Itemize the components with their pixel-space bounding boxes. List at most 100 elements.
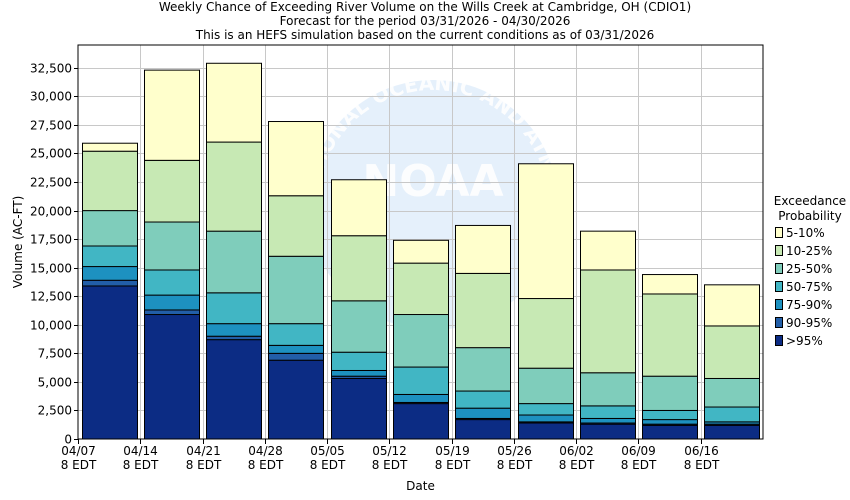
legend-label: >95%: [786, 334, 823, 348]
x-tick-label-time: 8 EDT: [621, 458, 657, 472]
legend-swatch: [775, 245, 783, 256]
y-tick-label: 25,000: [30, 147, 72, 161]
x-tick-label-date: 05/05: [310, 444, 345, 458]
bar-segment: [704, 424, 760, 440]
bar-segment: [580, 230, 636, 271]
bar-segment: [268, 344, 324, 354]
legend-title-line-1: Exceedance: [774, 194, 846, 208]
legend-label: 90-95%: [786, 316, 832, 330]
x-tick-label-time: 8 EDT: [559, 458, 595, 472]
bar-segment: [580, 372, 636, 407]
y-tick-label: 7,500: [38, 347, 72, 361]
bar-segment: [455, 272, 511, 349]
bar-segment: [82, 210, 138, 247]
bar-segment: [268, 352, 324, 361]
bar-segment: [268, 323, 324, 346]
bar-segment: [704, 325, 760, 379]
bar-segment: [455, 419, 511, 440]
bar-segment: [144, 314, 200, 440]
bar-segment: [268, 359, 324, 440]
legend-swatch: [775, 281, 783, 292]
bar-segment: [518, 403, 574, 416]
bar-segment: [331, 235, 387, 302]
bar-segment: [144, 269, 200, 296]
bar-segment: [642, 375, 698, 411]
y-tick-label: 20,000: [30, 205, 72, 219]
x-tick-label-time: 8 EDT: [248, 458, 284, 472]
x-tick-label-time: 8 EDT: [310, 458, 346, 472]
legend-swatch: [775, 263, 783, 274]
bar-segment: [580, 417, 636, 424]
bar-segment: [393, 239, 449, 264]
bar-segment: [82, 279, 138, 287]
legend-label: 25-50%: [786, 262, 832, 276]
x-tick-label-date: 06/16: [684, 444, 719, 458]
y-tick-label: 5,000: [38, 376, 72, 390]
bar-segment: [82, 285, 138, 440]
legend-label: 50-75%: [786, 280, 832, 294]
x-tick-label-date: 04/07: [61, 444, 96, 458]
y-tick-label: 30,000: [30, 90, 72, 104]
legend-swatch: [775, 299, 783, 310]
bar-segment: [393, 314, 449, 368]
x-tick-label-date: 04/21: [186, 444, 221, 458]
bar-segment: [455, 224, 511, 274]
bar-segment: [144, 309, 200, 316]
bar-segment: [206, 323, 262, 337]
bar-segment: [642, 274, 698, 295]
bar-segment: [268, 121, 324, 197]
y-tick-label: 27,500: [30, 119, 72, 133]
y-tick-label: 10,000: [30, 319, 72, 333]
legend-swatch: [775, 317, 783, 328]
x-axis-title: Date: [406, 479, 435, 493]
legend-swatch: [775, 227, 783, 238]
y-tick-label: 32,500: [30, 62, 72, 76]
bar-segment: [518, 414, 574, 423]
bar-segment: [144, 221, 200, 271]
y-tick-label: 22,500: [30, 176, 72, 190]
bar-segment: [331, 369, 387, 377]
axes-layer: 0 2,500 5,000 7,500 10,000 12,500 15,000 17,500…: [11, 44, 764, 493]
bar-segment: [206, 292, 262, 325]
x-tick-label-date: 05/19: [435, 444, 470, 458]
legend-swatch: [775, 335, 783, 346]
bar-segment: [331, 377, 387, 440]
bar-segment: [206, 339, 262, 440]
bar-segment: [144, 69, 200, 161]
bar-segment: [206, 62, 262, 143]
x-tick-label-time: 8 EDT: [61, 458, 97, 472]
bar-segment: [704, 406, 760, 423]
bar-segment: [144, 159, 200, 223]
bar-segment: [642, 293, 698, 377]
bar-segment: [82, 245, 138, 268]
y-tick-label: 12,500: [30, 290, 72, 304]
bar-segment: [268, 195, 324, 257]
bar-segment: [518, 422, 574, 440]
legend-label: 75-90%: [786, 298, 832, 312]
bar-segment: [82, 150, 138, 212]
x-tick-label-time: 8 EDT: [123, 458, 159, 472]
bar-segment: [206, 230, 262, 294]
bar-segment: [580, 269, 636, 374]
bar-segment: [704, 377, 760, 408]
x-tick-label-date: 06/02: [559, 444, 594, 458]
bar-segment: [393, 262, 449, 316]
x-tick-label-time: 8 EDT: [372, 458, 408, 472]
chart-title-line-3: This is an HEFS simulation based on the …: [195, 28, 655, 42]
bar-segment: [642, 409, 698, 421]
y-tick-label: 15,000: [30, 262, 72, 276]
x-tick-label-date: 04/28: [248, 444, 283, 458]
legend-label: 5-10%: [786, 226, 825, 240]
plot-frame: [77, 44, 764, 440]
bar-segment: [82, 266, 138, 281]
bar-segment: [331, 351, 387, 371]
y-tick-label: 0: [64, 433, 72, 447]
bar-segment: [393, 403, 449, 440]
y-axis-title: Volume (AC-FT): [11, 196, 25, 289]
x-tick-label-time: 8 EDT: [435, 458, 471, 472]
x-tick-label-time: 8 EDT: [684, 458, 720, 472]
bar-segment: [642, 424, 698, 440]
